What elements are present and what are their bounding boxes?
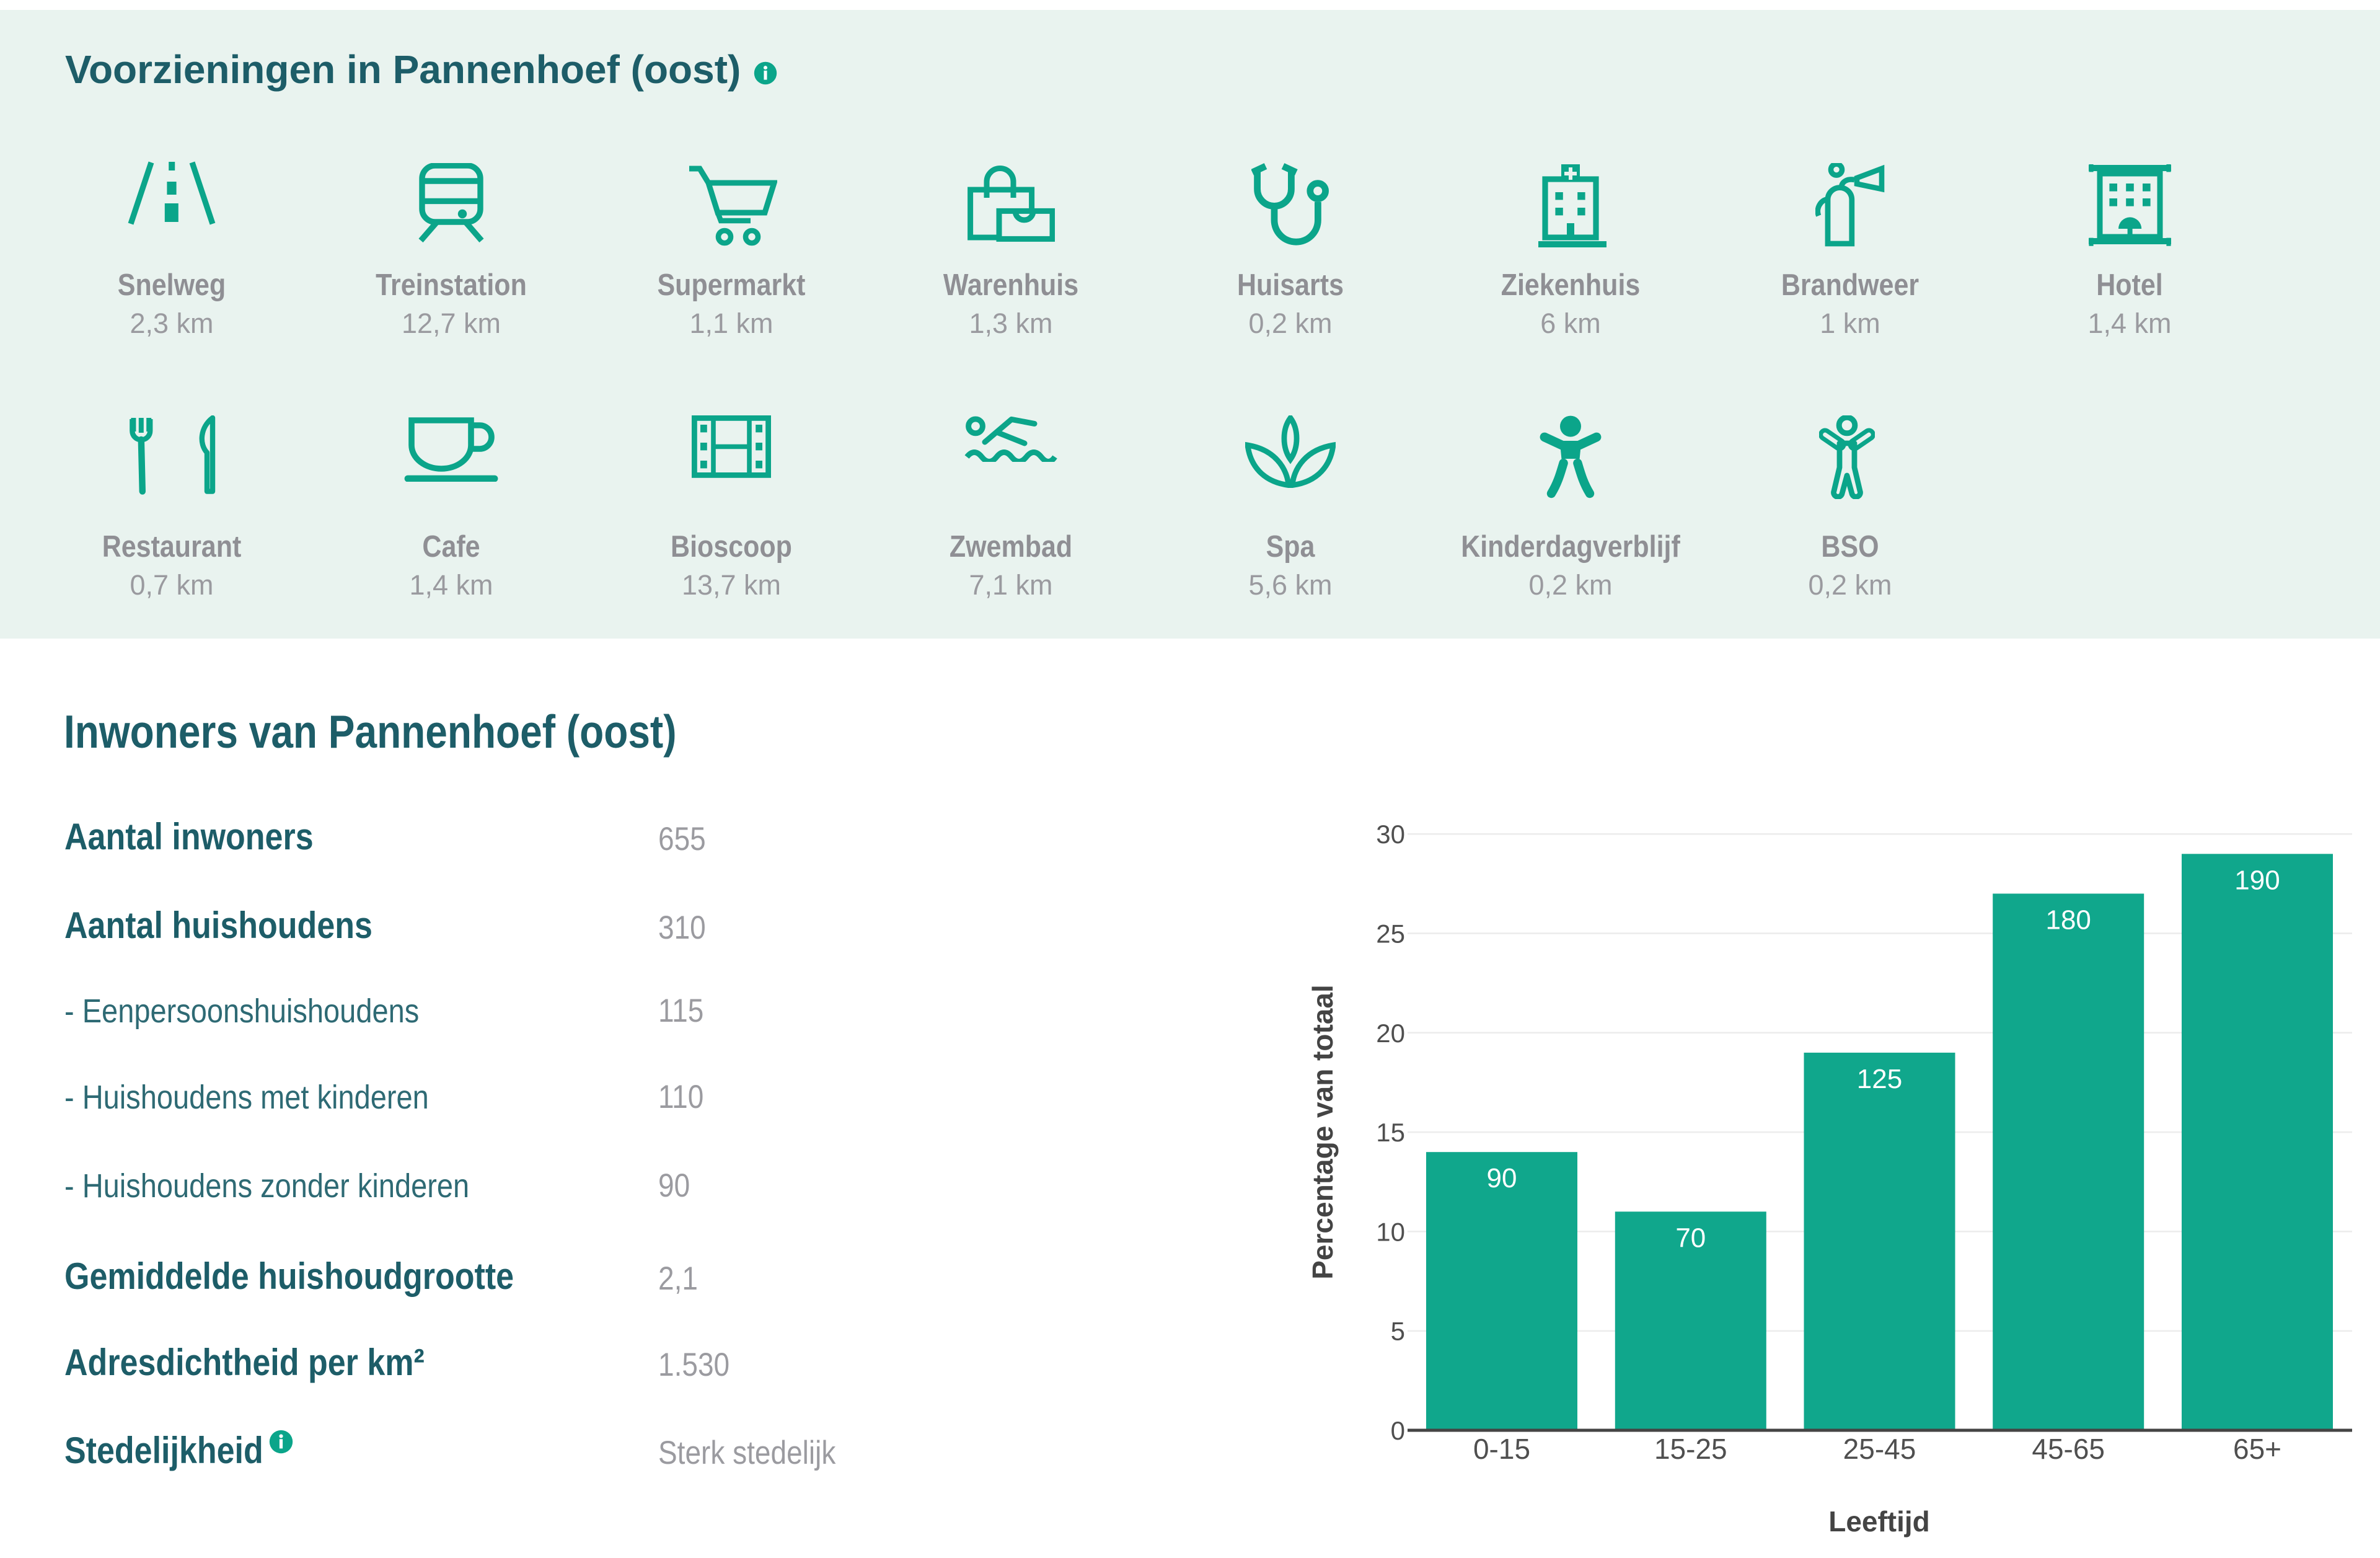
svg-text:25: 25 [1376, 919, 1405, 949]
svg-text:Percentage van totaal: Percentage van totaal [1307, 985, 1339, 1280]
svg-text:0: 0 [1391, 1416, 1405, 1445]
svg-text:65+: 65+ [2233, 1433, 2281, 1465]
svg-text:20: 20 [1376, 1019, 1405, 1048]
svg-text:25-45: 25-45 [1843, 1433, 1916, 1465]
svg-text:Leeftijd: Leeftijd [1828, 1505, 1930, 1538]
svg-text:70: 70 [1675, 1223, 1706, 1253]
svg-text:30: 30 [1376, 820, 1405, 849]
svg-text:10: 10 [1376, 1217, 1405, 1246]
svg-text:5: 5 [1391, 1317, 1405, 1346]
svg-text:190: 190 [2234, 865, 2280, 895]
svg-text:0-15: 0-15 [1473, 1433, 1530, 1465]
svg-text:15-25: 15-25 [1654, 1433, 1727, 1465]
svg-text:125: 125 [1857, 1064, 1902, 1094]
svg-text:45-65: 45-65 [2032, 1433, 2105, 1465]
svg-text:90: 90 [1487, 1163, 1517, 1193]
svg-text:15: 15 [1376, 1118, 1405, 1147]
svg-text:180: 180 [2045, 905, 2091, 935]
